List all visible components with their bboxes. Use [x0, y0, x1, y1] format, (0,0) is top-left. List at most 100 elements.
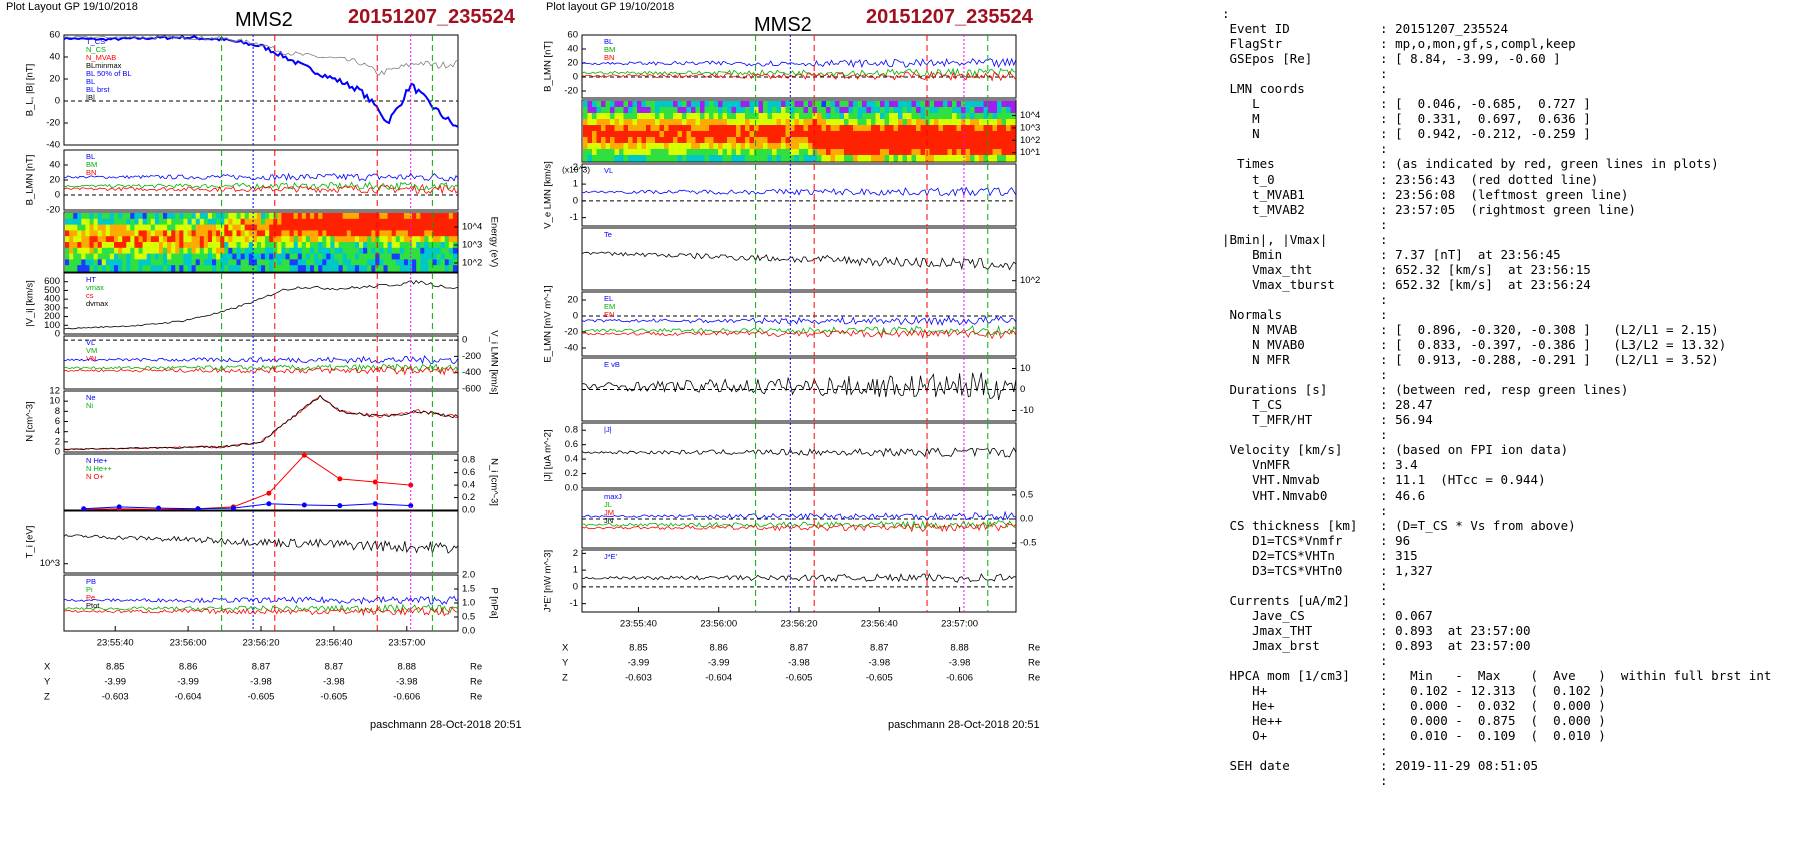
spectrogram-cell [956, 125, 962, 132]
spectrogram-cell [997, 113, 1003, 120]
spectrogram-cell [952, 137, 958, 144]
spectrogram-cell [118, 236, 123, 243]
spectrogram-cell [412, 213, 417, 220]
spectrogram-cell [322, 265, 327, 272]
spectrogram-cell [583, 149, 589, 156]
spectrogram-cell [907, 119, 913, 126]
spectrogram-cell [395, 242, 401, 249]
spectrogram-cell [641, 119, 647, 126]
spectrogram-cell [436, 242, 442, 249]
spectrogram-cell [97, 247, 103, 255]
spectrogram-cell [853, 143, 859, 150]
spectrogram-cell [126, 242, 131, 249]
spectrogram-cell [907, 149, 913, 156]
spectrogram-cell [587, 125, 593, 132]
spectrogram-cell [109, 224, 115, 231]
spectrogram-cell [322, 259, 327, 266]
spectrogram-cell [682, 113, 688, 120]
spectrogram-cell [444, 218, 450, 226]
spectrogram-cell [763, 125, 769, 132]
spectrogram-cell [781, 107, 787, 114]
spectrogram-cell [350, 242, 356, 249]
spectrogram-cell [191, 224, 197, 231]
spectrogram-cell [587, 101, 593, 108]
spectrogram-cell [199, 253, 205, 260]
spectrogram-cell [992, 107, 998, 114]
spectrogram-cell [244, 253, 250, 260]
spectrogram-cell [228, 259, 233, 266]
spectrogram-cell [412, 218, 417, 226]
spectrogram-cell [326, 236, 331, 243]
spectrogram-cell [839, 149, 845, 156]
spectrogram-cell [749, 119, 755, 126]
spectrogram-cell [646, 107, 652, 114]
spectrogram-cell [1001, 137, 1007, 144]
spectrogram-cell [244, 230, 250, 237]
spectrogram-cell [171, 247, 176, 255]
summary-line: GSEpos [Re] : [ 8.84, -3.99, -0.60 ] [1222, 51, 1561, 67]
spectrogram-cell [965, 149, 971, 156]
orbit-value: -0.605 [248, 692, 275, 703]
spectrogram-cell [118, 230, 123, 237]
spectrogram-cell [979, 131, 985, 138]
spectrogram-cell [763, 119, 769, 126]
spectrogram-cell [379, 213, 385, 220]
y-axis-label: |V_i| [km/s] [25, 280, 36, 327]
spectrogram-cell [592, 137, 598, 144]
summary-line: : [1222, 653, 1388, 669]
spectrogram-cell [334, 213, 340, 220]
spectrogram-cell [772, 101, 778, 108]
spectrogram-cell [158, 224, 164, 231]
spectrogram-cell [947, 119, 953, 126]
orbit-value: -3.99 [628, 658, 650, 669]
spectrogram-cell [614, 119, 620, 126]
spectrogram-cell [73, 218, 78, 226]
spectrogram-cell [583, 137, 589, 144]
orbit-row-label: Y [44, 677, 51, 688]
spectrogram-cell [399, 259, 405, 266]
y-tick-label: 10^3 [40, 558, 60, 569]
spectrogram-cell [884, 149, 890, 156]
spectrogram-cell [758, 107, 764, 114]
spectrogram-cell [363, 224, 368, 231]
spectrogram-cell [146, 265, 152, 272]
spectrogram-cell [682, 131, 688, 138]
spectrogram-cell [412, 253, 417, 260]
spectrogram-cell [848, 155, 854, 162]
spectrogram-cell [367, 247, 372, 255]
spectrogram-cell [232, 213, 238, 220]
spectrogram-cell [109, 259, 115, 266]
spectrogram-cell [979, 155, 985, 162]
spectrogram-cell [956, 113, 962, 120]
spectrogram-cell [305, 259, 311, 266]
spectrogram-cell [614, 131, 620, 138]
spectrogram-cell [830, 143, 836, 150]
spectrogram-cell [424, 218, 429, 226]
spectrogram-cell [391, 213, 397, 220]
spectrogram-cell [943, 143, 949, 150]
spectrogram-cell [736, 125, 742, 132]
spectrogram-cell [740, 119, 746, 126]
spectrogram-cell [749, 131, 755, 138]
spectrogram-cell [812, 143, 818, 150]
spectrogram-cell [163, 218, 168, 226]
y-axis-label: B_L, |B| [nT] [25, 64, 36, 116]
summary-line: Jave_CS : 0.067 [1222, 607, 1433, 623]
spectrogram-cell [772, 155, 778, 162]
spectrogram-cell [592, 101, 598, 108]
spectrogram-cell [408, 259, 413, 266]
spectrogram-cell [89, 224, 95, 231]
spectrogram-cell [126, 247, 131, 255]
legend-entry: BL 50% of BL [86, 69, 132, 78]
spectrogram-cell [391, 224, 397, 231]
spectrogram-cell [281, 236, 287, 243]
spectrogram-cell [105, 247, 111, 255]
spectrogram-cell [619, 113, 625, 120]
spectrogram-cell [363, 253, 368, 260]
spectrogram-cell [790, 113, 796, 120]
spectrogram-cell [677, 119, 683, 126]
spectrogram-cell [179, 213, 184, 220]
spectrogram-cell [150, 224, 156, 231]
spectrogram-cell [673, 101, 679, 108]
spectrogram-cell [736, 149, 742, 156]
